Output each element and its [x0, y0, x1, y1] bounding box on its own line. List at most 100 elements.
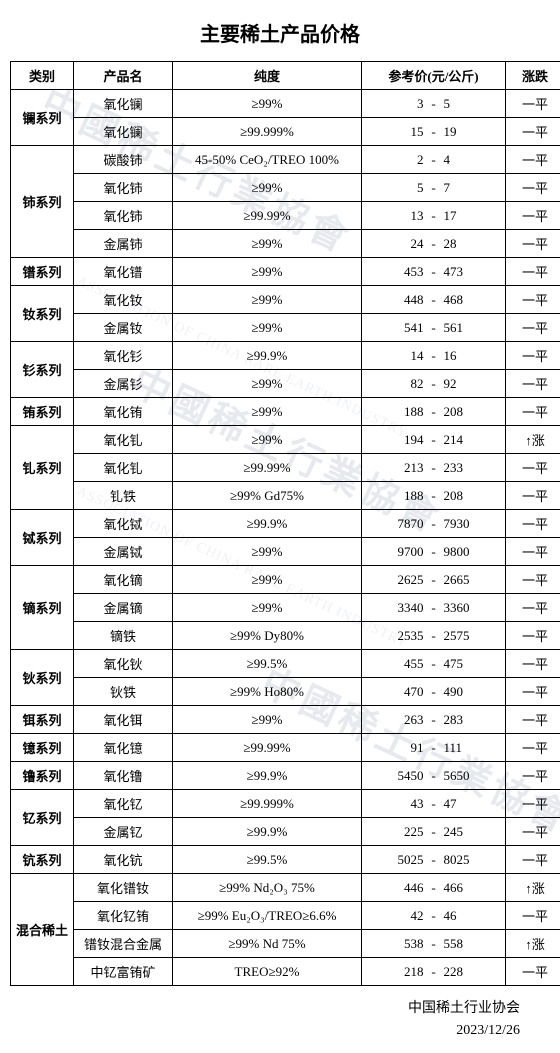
- price-high: 28: [444, 236, 489, 252]
- purity-cell: ≥99% Ho80%: [173, 678, 362, 706]
- table-row: 镝铁≥99% Dy80%2535-2575一平: [11, 622, 560, 650]
- footer-date: 2023/12/26: [10, 1020, 520, 1042]
- price-high: 283: [444, 712, 489, 728]
- price-low: 13: [379, 208, 424, 224]
- price-sep: -: [424, 264, 444, 280]
- product-cell: 中钇富铕矿: [74, 958, 173, 986]
- price-sep: -: [424, 544, 444, 560]
- product-cell: 氧化铈: [74, 202, 173, 230]
- trend-cell: 一平: [506, 286, 560, 314]
- table-row: 镧系列氧化镧≥99%3-5一平: [11, 90, 560, 118]
- price-low: 538: [379, 936, 424, 952]
- table-row: 氧化镧≥99.999%15-19一平: [11, 118, 560, 146]
- price-cell: 188-208: [362, 398, 506, 426]
- trend-cell: 一平: [506, 230, 560, 258]
- purity-cell: ≥99.99%: [173, 734, 362, 762]
- purity-cell: ≥99.9%: [173, 762, 362, 790]
- purity-cell: ≥99% Gd75%: [173, 482, 362, 510]
- price-sep: -: [424, 152, 444, 168]
- price-low: 3: [379, 96, 424, 112]
- trend-cell: 一平: [506, 146, 560, 174]
- product-cell: 氧化镥: [74, 762, 173, 790]
- product-cell: 氧化钪: [74, 846, 173, 874]
- trend-cell: 一平: [506, 454, 560, 482]
- price-cell: 2625-2665: [362, 566, 506, 594]
- product-cell: 金属钇: [74, 818, 173, 846]
- product-cell: 氧化铕: [74, 398, 173, 426]
- price-sep: -: [424, 488, 444, 504]
- col-trend: 涨跌: [506, 62, 560, 90]
- purity-cell: ≥99%: [173, 426, 362, 454]
- purity-cell: ≥99%: [173, 258, 362, 286]
- purity-cell: ≥99%: [173, 398, 362, 426]
- price-low: 14: [379, 348, 424, 364]
- price-low: 448: [379, 292, 424, 308]
- table-row: 氧化铈≥99%5-7一平: [11, 174, 560, 202]
- product-cell: 氧化钇: [74, 790, 173, 818]
- purity-cell: ≥99.9%: [173, 342, 362, 370]
- product-cell: 镝铁: [74, 622, 173, 650]
- price-high: 7930: [444, 516, 489, 532]
- price-high: 466: [444, 880, 489, 896]
- trend-cell: 一平: [506, 202, 560, 230]
- price-sep: -: [424, 768, 444, 784]
- price-high: 490: [444, 684, 489, 700]
- price-sep: -: [424, 124, 444, 140]
- table-row: 镥系列氧化镥≥99.9%5450-5650一平: [11, 762, 560, 790]
- trend-cell: 一平: [506, 118, 560, 146]
- trend-cell: ↑涨: [506, 426, 560, 454]
- table-row: 铕系列氧化铕≥99%188-208一平: [11, 398, 560, 426]
- price-low: 541: [379, 320, 424, 336]
- table-row: 金属铈≥99%24-28一平: [11, 230, 560, 258]
- price-high: 208: [444, 404, 489, 420]
- price-sep: -: [424, 964, 444, 980]
- price-sep: -: [424, 404, 444, 420]
- category-cell: 铒系列: [11, 706, 74, 734]
- category-cell: 铽系列: [11, 510, 74, 566]
- category-cell: 钕系列: [11, 286, 74, 342]
- price-high: 558: [444, 936, 489, 952]
- price-high: 4: [444, 152, 489, 168]
- price-low: 42: [379, 908, 424, 924]
- price-low: 194: [379, 432, 424, 448]
- purity-cell: ≥99%: [173, 566, 362, 594]
- table-row: 中钇富铕矿TREO≥92%218-228一平: [11, 958, 560, 986]
- price-high: 5: [444, 96, 489, 112]
- purity-cell: ≥99.99%: [173, 454, 362, 482]
- trend-cell: 一平: [506, 902, 560, 930]
- price-sep: -: [424, 936, 444, 952]
- trend-cell: 一平: [506, 398, 560, 426]
- price-sep: -: [424, 628, 444, 644]
- price-high: 16: [444, 348, 489, 364]
- price-sep: -: [424, 852, 444, 868]
- table-row: 氧化铈≥99.99%13-17一平: [11, 202, 560, 230]
- category-cell: 钪系列: [11, 846, 74, 874]
- product-cell: 氧化钆: [74, 426, 173, 454]
- trend-cell: 一平: [506, 650, 560, 678]
- table-row: 钪系列氧化钪≥99.5%5025-8025一平: [11, 846, 560, 874]
- table-row: 钬系列氧化钬≥99.5%455-475一平: [11, 650, 560, 678]
- purity-cell: ≥99% Dy80%: [173, 622, 362, 650]
- trend-cell: 一平: [506, 174, 560, 202]
- price-sep: -: [424, 908, 444, 924]
- price-high: 2665: [444, 572, 489, 588]
- trend-cell: 一平: [506, 846, 560, 874]
- product-cell: 钬铁: [74, 678, 173, 706]
- purity-cell: ≥99%: [173, 538, 362, 566]
- product-cell: 金属钕: [74, 314, 173, 342]
- col-price: 参考价(元/公斤): [362, 62, 506, 90]
- price-low: 82: [379, 376, 424, 392]
- price-sep: -: [424, 236, 444, 252]
- trend-cell: 一平: [506, 566, 560, 594]
- price-low: 24: [379, 236, 424, 252]
- price-sep: -: [424, 572, 444, 588]
- price-high: 233: [444, 460, 489, 476]
- table-row: 镱系列氧化镱≥99.99%91-111一平: [11, 734, 560, 762]
- trend-cell: ↑涨: [506, 874, 560, 902]
- product-cell: 氧化镨钕: [74, 874, 173, 902]
- price-low: 3340: [379, 600, 424, 616]
- table-row: 镨系列氧化镨≥99%453-473一平: [11, 258, 560, 286]
- trend-cell: ↑涨: [506, 930, 560, 958]
- product-cell: 氧化钇铕: [74, 902, 173, 930]
- product-cell: 金属钐: [74, 370, 173, 398]
